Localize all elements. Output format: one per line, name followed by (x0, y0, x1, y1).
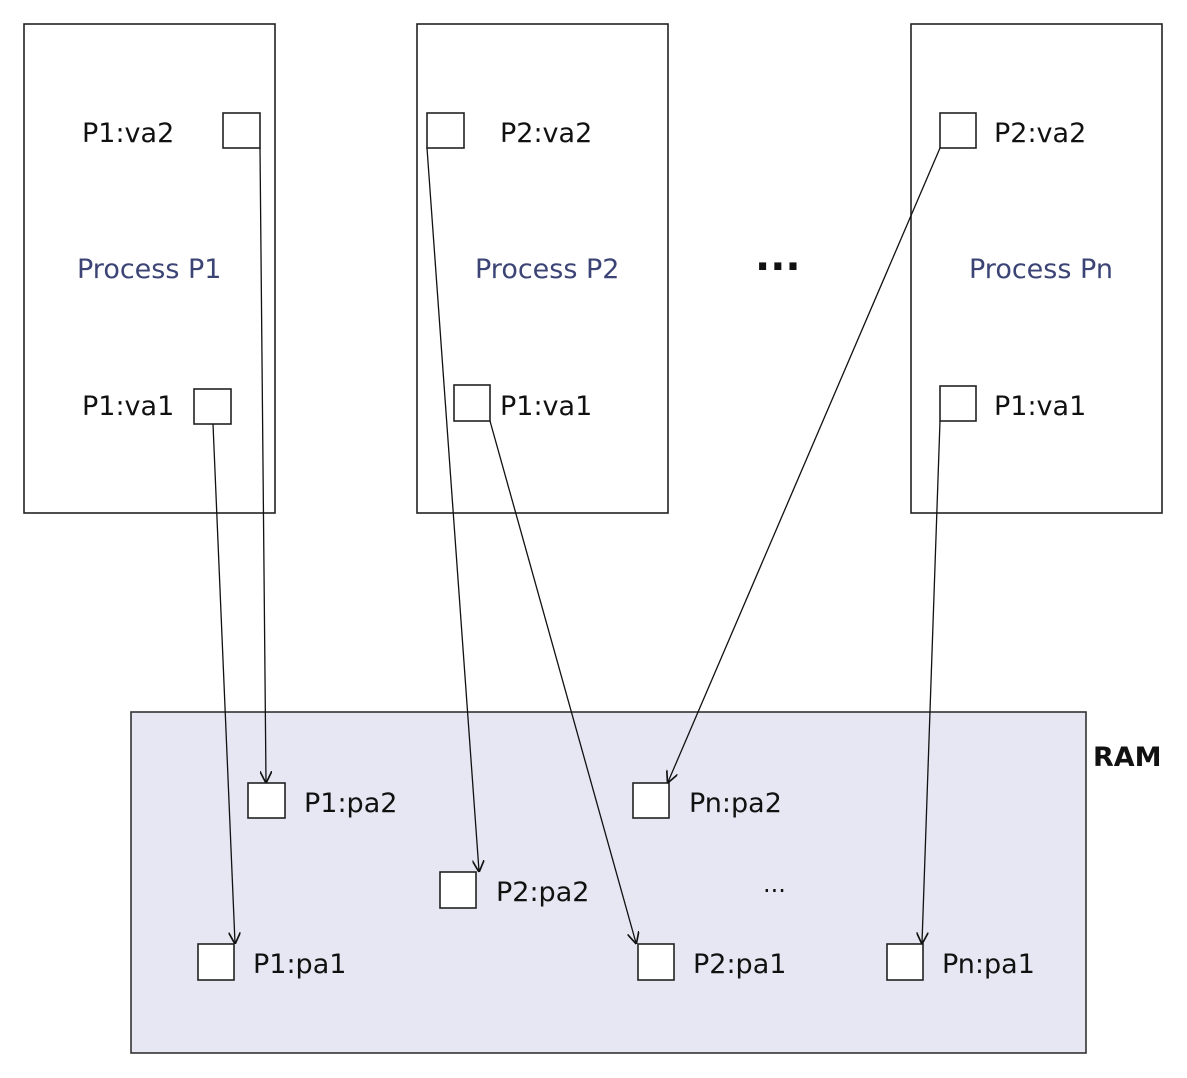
ram-p2-pa2-box (439, 871, 477, 909)
ram-p2-pa1-box (637, 943, 675, 981)
process-p1-va1-label: P1:va1 (82, 391, 174, 422)
process-p2-va1-cell (453, 384, 491, 422)
process-pn-va1-label: P1:va1 (994, 391, 1086, 422)
process-p1-va1-cell (193, 388, 232, 425)
ram-p2-pa1-label: P2:pa1 (693, 949, 786, 980)
ram-pn-pa1-box (886, 943, 924, 981)
arrow-p1-va2-to-p1-pa2 (259, 147, 266, 782)
process-p2-box: P2:va2 Process P2 P1:va1 (416, 23, 669, 514)
process-pn-outline (910, 23, 1163, 514)
ram-cell-pn-pa2: Pn:pa2 (632, 782, 782, 819)
ram-p1-pa2-box (247, 782, 286, 819)
process-p1-box: P1:va2 Process P1 P1:va1 (23, 23, 276, 514)
ram-cell-p2-pa1: P2:pa1 (637, 943, 786, 981)
process-p2-va2-label: P2:va2 (500, 118, 592, 149)
process-p1-outline (23, 23, 276, 514)
process-p2-va1-label: P1:va1 (500, 391, 592, 422)
ram-p1-pa1-label: P1:pa1 (253, 949, 346, 980)
arrow-p1-va1-to-p1-pa1 (212, 423, 235, 943)
arrow-pn-va2-to-pn-pa2 (668, 147, 941, 782)
ram-cell-p1-pa1: P1:pa1 (197, 943, 346, 981)
ram-p1-pa1-box (197, 943, 235, 981)
ram-cell-p1-pa2: P1:pa2 (247, 782, 397, 819)
ram-cell-pn-pa1: Pn:pa1 (886, 943, 1035, 981)
arrow-pn-va1-to-pn-pa1 (922, 420, 941, 943)
ram-p1-pa2-label: P1:pa2 (304, 788, 397, 819)
ram-pn-pa1-label: Pn:pa1 (942, 949, 1035, 980)
process-p1-va2-label: P1:va2 (82, 118, 174, 149)
process-p2-outline (416, 23, 669, 514)
ram-ellipsis: ... (763, 870, 786, 898)
process-p1-va2-cell (222, 112, 261, 149)
process-pn-va1-cell (939, 385, 977, 422)
ram-title: RAM (1093, 742, 1162, 773)
arrow-p2-va2-to-p2-pa2 (426, 147, 479, 871)
ram-region (130, 711, 1087, 1054)
process-separator-ellipsis: ... (755, 234, 801, 280)
process-pn-box: P2:va2 Process Pn P1:va1 (910, 23, 1163, 514)
ram-pn-pa2-label: Pn:pa2 (689, 788, 782, 819)
process-p1-name: Process P1 (77, 254, 221, 285)
process-pn-va2-label: P2:va2 (994, 118, 1086, 149)
process-p2-name: Process P2 (475, 254, 619, 285)
arrow-p2-va1-to-p2-pa1 (489, 420, 636, 943)
ram-cell-p2-pa2: P2:pa2 (439, 871, 589, 909)
process-pn-name: Process Pn (969, 254, 1113, 285)
process-p2-va2-cell (426, 112, 465, 149)
ram-p2-pa2-label: P2:pa2 (496, 877, 589, 908)
process-pn-va2-cell (939, 112, 977, 149)
ram-pn-pa2-box (632, 782, 670, 819)
